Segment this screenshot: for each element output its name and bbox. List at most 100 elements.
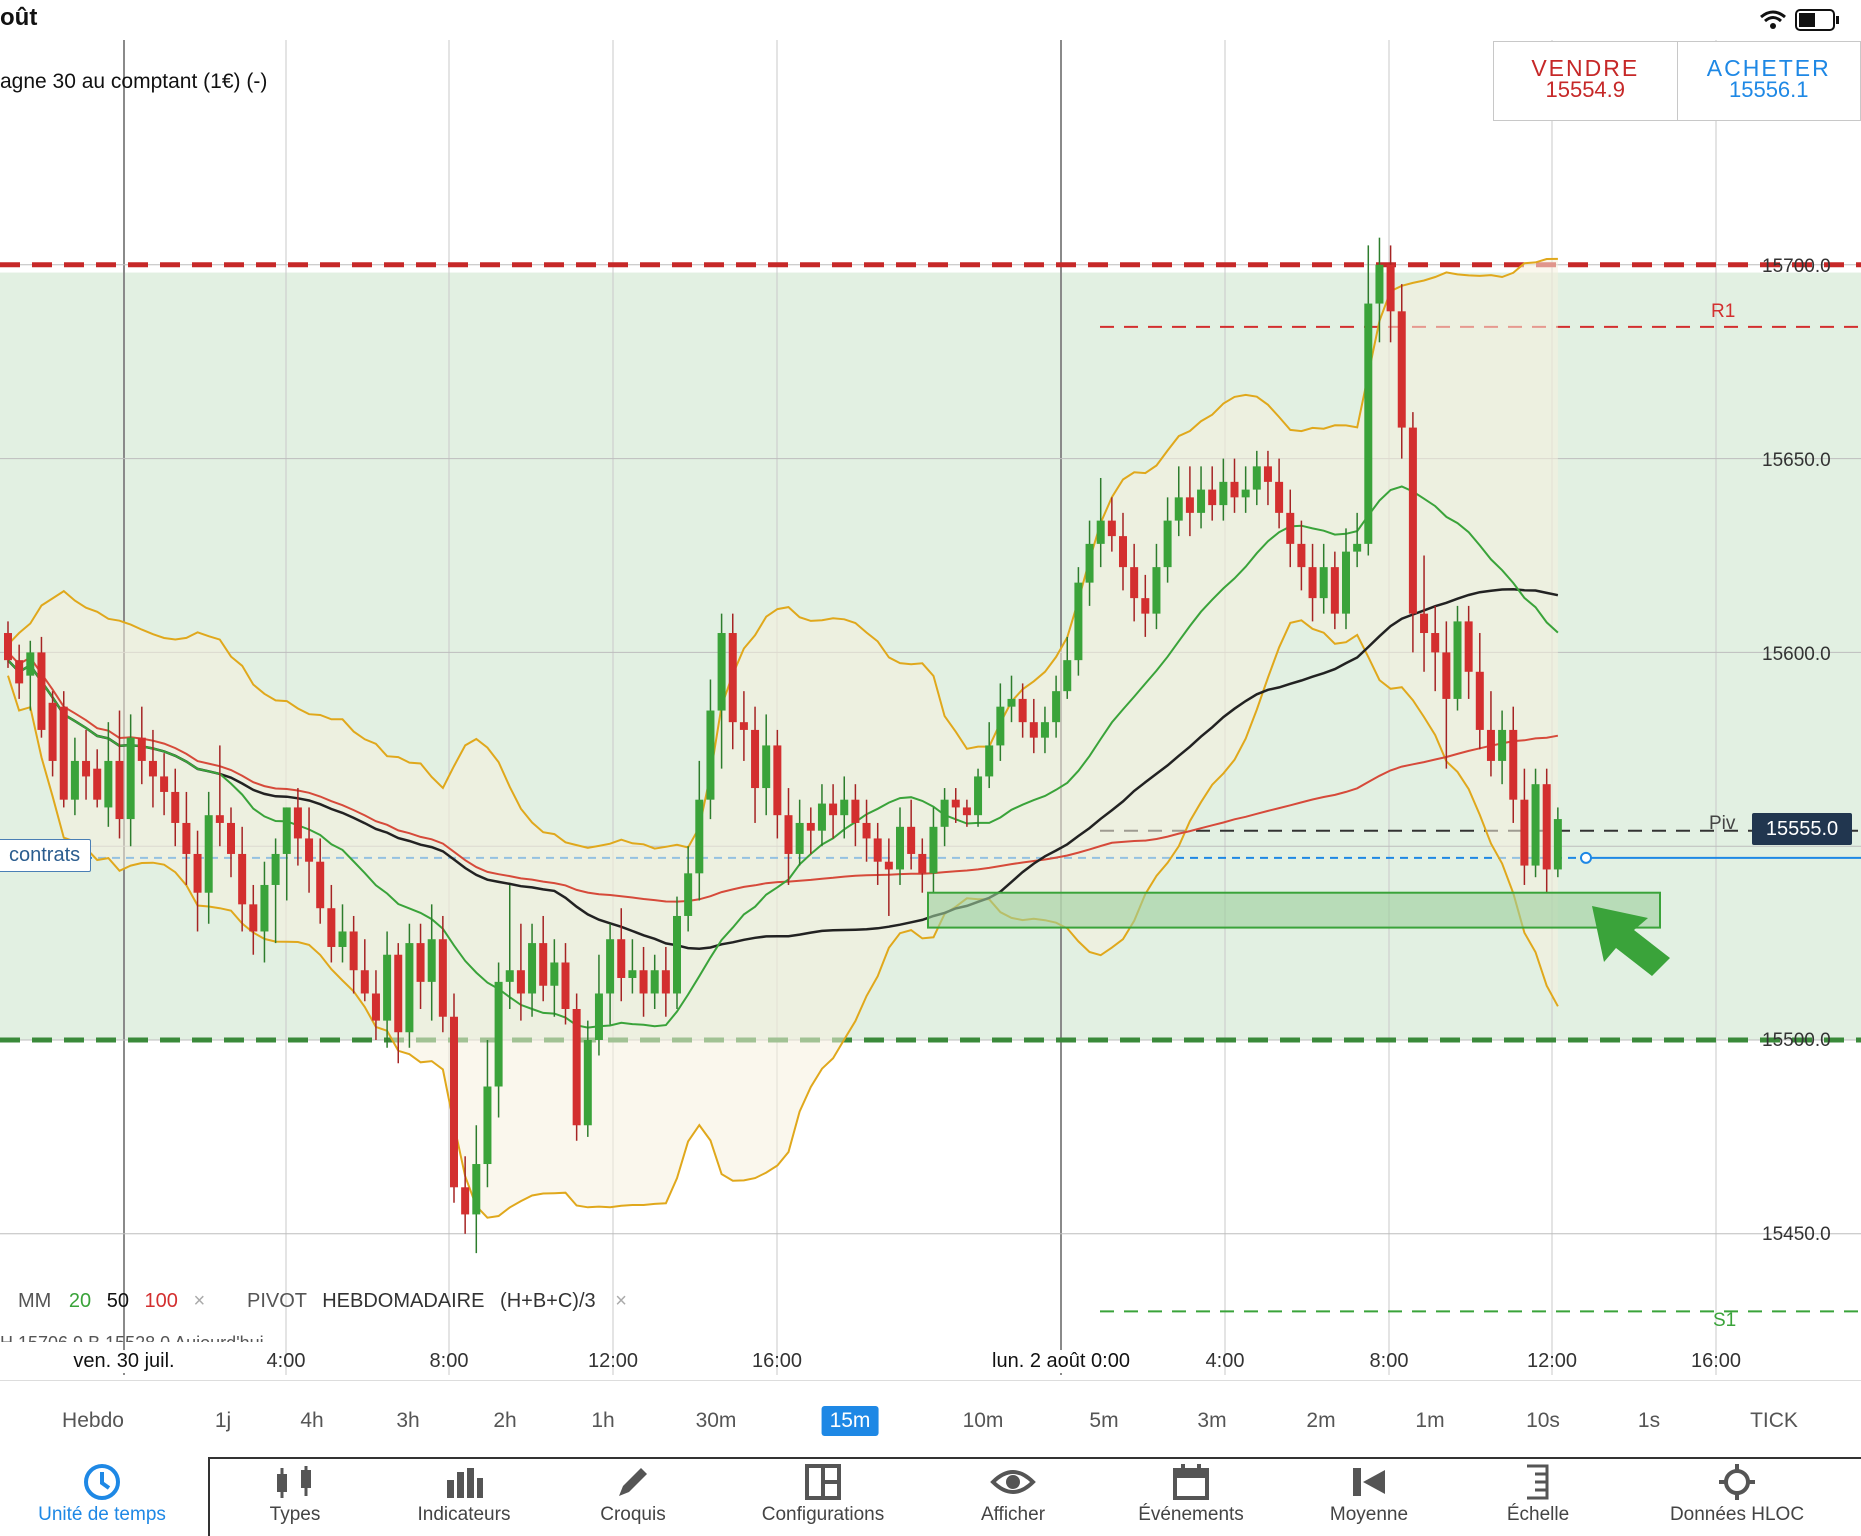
candle-down: [572, 1008, 581, 1126]
x-tick-label: 12:00: [1526, 1350, 1578, 1372]
candle-up: [929, 826, 938, 874]
y-tick-15700: 15700.0: [1762, 256, 1831, 277]
toolbar-eye-button[interactable]: Afficher: [923, 1460, 1103, 1526]
candle-down: [227, 822, 235, 854]
eye-icon: [923, 1460, 1103, 1504]
timeframe-1s[interactable]: 1s: [1637, 1409, 1661, 1432]
divider: [0, 1380, 1861, 1381]
x-tick-label: lun. 2 août 0:00: [988, 1350, 1134, 1373]
toolbar-pencil-button[interactable]: Croquis: [543, 1460, 723, 1526]
buy-button[interactable]: ACHETER 15556.1: [1678, 42, 1861, 120]
candle-down: [349, 931, 358, 971]
toolbar-average-button[interactable]: Moyenne: [1279, 1460, 1459, 1526]
legend-mm100: 100: [144, 1290, 178, 1312]
wifi-icon: [1760, 10, 1786, 29]
r1-label: R1: [1711, 301, 1736, 322]
toolbar-label: Afficher: [980, 1504, 1046, 1525]
timeframe-1m[interactable]: 1m: [1415, 1409, 1445, 1432]
timeframe-10s[interactable]: 10s: [1526, 1409, 1560, 1432]
toolbar-scale-button[interactable]: Échelle: [1448, 1460, 1628, 1526]
candle-up: [472, 1164, 481, 1215]
candle-down: [1263, 466, 1272, 482]
candle-down: [82, 760, 91, 777]
green-arrow-icon: [1592, 906, 1670, 976]
candle-down: [784, 815, 793, 854]
candle-down: [1141, 598, 1150, 614]
candle-down: [171, 791, 180, 823]
buy-price: 15556.1: [1728, 77, 1809, 102]
candle-up: [1152, 567, 1161, 614]
candle-down: [450, 1016, 458, 1188]
candle-down: [438, 939, 447, 1017]
candle-up: [26, 652, 35, 676]
candle-up: [70, 760, 79, 800]
instrument-title: agne 30 au comptant (1€) (-): [0, 70, 268, 93]
legend-pivot-formula: (H+B+C)/3: [500, 1290, 596, 1312]
candle-down: [1130, 567, 1139, 599]
toolbar-crosshair-button[interactable]: Données HLOC: [1647, 1460, 1827, 1526]
x-tick-label: 16:00: [751, 1350, 803, 1372]
timeframe-10m[interactable]: 10m: [962, 1409, 1004, 1432]
remove-pivot-icon[interactable]: ×: [615, 1290, 627, 1312]
timeframe-hebdo[interactable]: Hebdo: [62, 1409, 124, 1432]
position-contracts-tag[interactable]: contrats: [0, 839, 92, 872]
timeframe-1h[interactable]: 1h: [591, 1409, 615, 1432]
candle-up: [126, 737, 135, 820]
candle-down: [4, 633, 12, 661]
timeframe-1j[interactable]: 1j: [214, 1409, 232, 1432]
toolbar-calendar-button[interactable]: Événements: [1101, 1460, 1281, 1526]
candle-down: [305, 838, 314, 862]
clock-icon: [12, 1460, 192, 1504]
timeframe-2m[interactable]: 2m: [1306, 1409, 1336, 1432]
candle-down: [516, 970, 525, 994]
candle-down: [1286, 512, 1295, 544]
current-price-tag: 15555.0: [1752, 813, 1852, 845]
candle-up: [271, 853, 280, 885]
candle-up: [1319, 567, 1328, 599]
support-zone-box: [927, 891, 1661, 929]
toolbar-clock-button[interactable]: Unité de temps: [12, 1460, 192, 1526]
candle-down: [539, 943, 548, 986]
remove-mm-icon[interactable]: ×: [193, 1290, 206, 1312]
scale-icon: [1448, 1460, 1628, 1504]
timeframe-4h[interactable]: 4h: [300, 1409, 324, 1432]
candle-up: [1197, 489, 1206, 513]
candle-down: [327, 908, 336, 947]
ma-100-line: [7, 651, 1559, 903]
timeframe-30m[interactable]: 30m: [695, 1409, 737, 1432]
candle-down: [918, 853, 927, 874]
candles-icon: [205, 1460, 385, 1504]
toolbar-bar-chart-button[interactable]: Indicateurs: [374, 1460, 554, 1526]
candle-down: [1408, 427, 1417, 614]
candle-up: [1353, 543, 1362, 552]
x-tick-label: 8:00: [1369, 1350, 1409, 1372]
toolbar-candles-button[interactable]: Types: [205, 1460, 385, 1526]
timeframe-15m[interactable]: 15m: [821, 1406, 879, 1436]
timeframe-tick[interactable]: TICK: [1750, 1409, 1798, 1432]
candle-up: [260, 884, 269, 932]
candle-up: [717, 633, 726, 711]
candle-down: [661, 970, 670, 994]
sell-label: VENDRE: [1531, 55, 1640, 81]
candle-down: [1308, 567, 1317, 599]
candle-down: [739, 722, 748, 730]
legend-mm-label: MM: [18, 1290, 52, 1312]
candle-up: [1163, 520, 1172, 568]
candle-down: [1230, 481, 1239, 498]
candle-down: [1520, 799, 1529, 866]
pivot-label: Piv: [1709, 813, 1736, 834]
timeframe-2h[interactable]: 2h: [493, 1409, 517, 1432]
toolbar-layout-button[interactable]: Configurations: [733, 1460, 913, 1526]
timeframe-3h[interactable]: 3h: [396, 1409, 420, 1432]
timeframe-3m[interactable]: 3m: [1197, 1409, 1227, 1432]
bottom-toolbar: Unité de temps Types Indicateurs Croquis Con…: [0, 1460, 1861, 1536]
candle-down: [59, 706, 68, 800]
sell-button[interactable]: VENDRE 15554.9: [1494, 42, 1678, 120]
candle-down: [1297, 543, 1306, 568]
timeframe-5m[interactable]: 5m: [1089, 1409, 1119, 1432]
price-chart[interactable]: [0, 40, 1861, 1380]
buy-label: ACHETER: [1706, 55, 1831, 81]
candle-down: [1208, 489, 1217, 506]
candle-up: [1063, 660, 1072, 692]
candle-up: [1007, 698, 1016, 707]
